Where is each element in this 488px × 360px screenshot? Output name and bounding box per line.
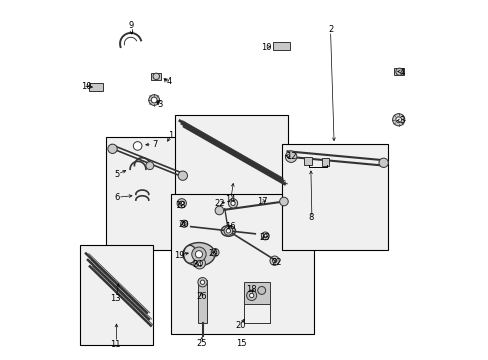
Circle shape	[151, 97, 157, 103]
Bar	[244, 282, 269, 304]
Text: 5: 5	[114, 170, 120, 179]
Bar	[303, 157, 311, 165]
Circle shape	[395, 117, 401, 123]
Circle shape	[272, 258, 276, 263]
Circle shape	[153, 73, 159, 80]
Circle shape	[279, 197, 287, 206]
Bar	[88, 83, 102, 91]
Circle shape	[191, 247, 206, 261]
Circle shape	[215, 206, 223, 215]
Circle shape	[182, 222, 185, 226]
Circle shape	[395, 68, 402, 75]
Circle shape	[213, 251, 217, 254]
Bar	[171, 194, 314, 334]
Circle shape	[148, 95, 159, 105]
Text: 16: 16	[224, 222, 235, 231]
Text: 25: 25	[196, 339, 206, 348]
Text: 13: 13	[110, 294, 121, 303]
Circle shape	[194, 257, 205, 269]
Circle shape	[179, 201, 183, 206]
Text: 9: 9	[129, 21, 134, 30]
Circle shape	[224, 226, 232, 235]
Circle shape	[378, 158, 387, 167]
Text: 22: 22	[271, 258, 282, 267]
Circle shape	[195, 251, 202, 258]
Text: 26: 26	[196, 292, 206, 301]
Circle shape	[198, 278, 207, 287]
Text: 2: 2	[327, 25, 332, 34]
Text: 10: 10	[260, 43, 271, 52]
Bar	[151, 73, 161, 80]
Circle shape	[180, 220, 187, 227]
Bar	[198, 280, 206, 323]
Circle shape	[108, 144, 117, 153]
Circle shape	[133, 141, 142, 150]
Ellipse shape	[221, 226, 235, 236]
Bar	[273, 42, 290, 50]
Text: 1: 1	[168, 131, 173, 140]
Text: 18: 18	[246, 285, 257, 294]
Bar	[394, 68, 404, 75]
Circle shape	[257, 287, 265, 294]
Circle shape	[211, 248, 219, 256]
Text: 20: 20	[178, 220, 188, 229]
Text: 14: 14	[224, 195, 235, 204]
Circle shape	[200, 280, 204, 284]
Text: 23: 23	[258, 233, 269, 242]
Circle shape	[246, 291, 256, 301]
Text: 20: 20	[235, 321, 245, 330]
Circle shape	[178, 171, 187, 180]
Bar	[106, 137, 188, 250]
Bar	[321, 158, 329, 166]
Circle shape	[285, 151, 296, 162]
Circle shape	[196, 260, 202, 266]
Text: 15: 15	[235, 339, 245, 348]
Circle shape	[228, 199, 237, 208]
Circle shape	[145, 162, 153, 170]
Circle shape	[177, 199, 186, 208]
Text: 22: 22	[214, 199, 224, 208]
Bar	[174, 116, 287, 198]
Circle shape	[263, 234, 266, 238]
Bar	[282, 144, 387, 250]
Text: 21: 21	[208, 249, 219, 258]
Text: 17: 17	[257, 197, 267, 206]
Text: 3: 3	[157, 100, 163, 109]
Circle shape	[249, 293, 253, 298]
Text: 11: 11	[110, 341, 121, 350]
Circle shape	[261, 232, 269, 240]
Ellipse shape	[183, 243, 215, 266]
Text: 12: 12	[285, 152, 296, 161]
Text: 4: 4	[399, 68, 404, 77]
Bar	[80, 244, 153, 345]
Circle shape	[392, 114, 404, 126]
Text: 8: 8	[307, 213, 313, 222]
Text: 19: 19	[174, 251, 184, 260]
Circle shape	[269, 256, 279, 265]
Circle shape	[230, 201, 235, 206]
Text: 4: 4	[166, 77, 171, 86]
Text: 6: 6	[114, 193, 120, 202]
Text: 24: 24	[192, 260, 203, 269]
Text: 7: 7	[152, 140, 157, 149]
Circle shape	[226, 229, 230, 233]
Text: 3: 3	[399, 116, 404, 125]
Text: 18: 18	[174, 201, 185, 210]
Ellipse shape	[183, 245, 196, 263]
Text: 10: 10	[81, 82, 92, 91]
